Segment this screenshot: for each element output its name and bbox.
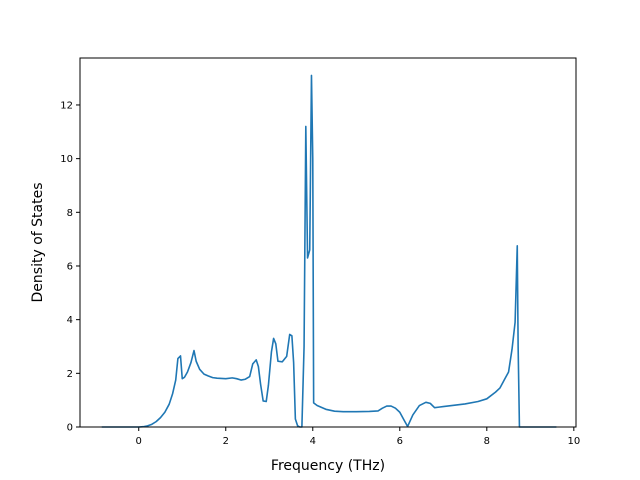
y-axis-label: Density of States	[30, 183, 46, 303]
y-tick-label: 6	[67, 261, 73, 272]
dos-series-line	[101, 74, 557, 428]
x-tick-label: 10	[567, 436, 580, 447]
y-tick-label: 8	[67, 208, 73, 219]
y-tick-label: 10	[60, 154, 73, 165]
x-axis-ticks: 0 2 4 6 8 10	[136, 427, 580, 447]
x-tick-label: 8	[484, 436, 490, 447]
y-axis-ticks: 0 2 4 6 8 10 12	[60, 100, 80, 434]
y-tick-label: 12	[60, 100, 73, 111]
x-tick-label: 4	[310, 436, 316, 447]
y-tick-label: 2	[67, 369, 73, 380]
plot-area-frame	[79, 57, 577, 428]
y-tick-label: 0	[67, 423, 73, 434]
x-tick-label: 2	[223, 436, 229, 447]
x-axis-label: Frequency (THz)	[271, 458, 385, 474]
x-tick-label: 6	[397, 436, 403, 447]
x-tick-label: 0	[136, 436, 142, 447]
y-tick-label: 4	[67, 315, 73, 326]
